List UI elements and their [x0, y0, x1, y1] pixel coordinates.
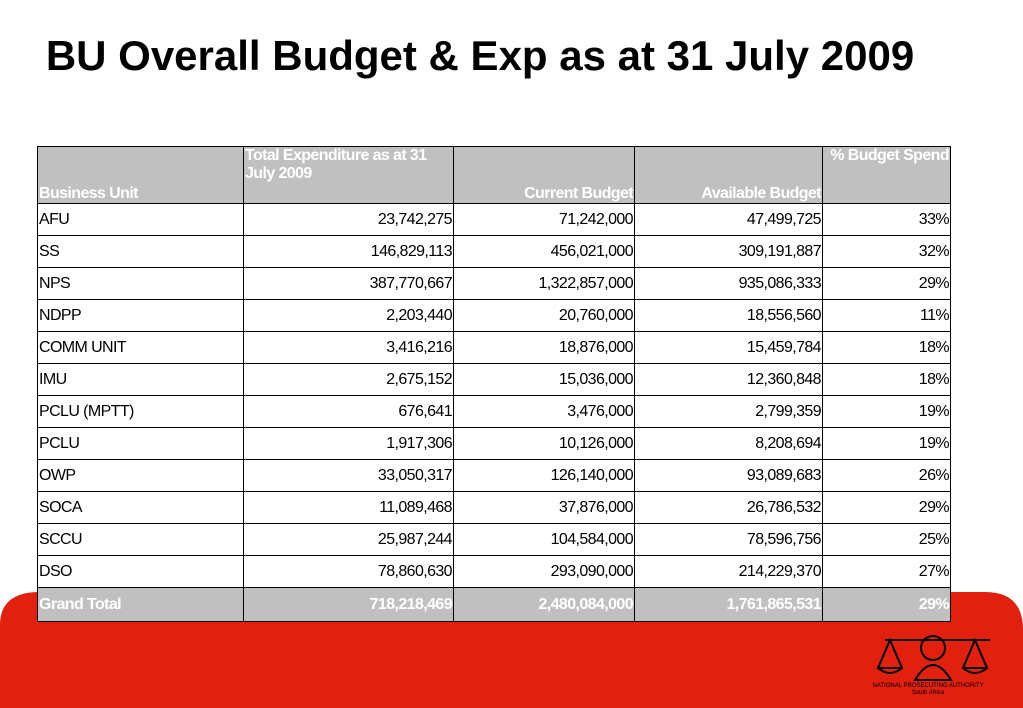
cell: COMM UNIT [37, 331, 244, 364]
cell: 19% [822, 395, 951, 428]
cell: 18,876,000 [453, 331, 635, 364]
cell: 12,360,848 [634, 363, 823, 396]
cell: 2,675,152 [243, 363, 454, 396]
header-cell: Current Budget [453, 146, 635, 204]
cell: 26% [822, 459, 951, 492]
header-row: Business Unit Total Expenditure as at 31 … [37, 146, 951, 204]
cell: NPS [37, 267, 244, 300]
cell: 387,770,667 [243, 267, 454, 300]
data-row: SOCA 11,089,468 37,876,000 26,786,532 29% [37, 491, 951, 524]
header-cell: Available Budget [634, 146, 823, 204]
cell: 32% [822, 235, 951, 268]
cell: 18% [822, 363, 951, 396]
logo-text: NATIONAL PROSECUTING AUTHORITY South Afr… [858, 683, 998, 697]
cell: 2,203,440 [243, 299, 454, 332]
cell: 23,742,275 [243, 203, 454, 236]
cell: SCCU [37, 523, 244, 556]
cell: 1,917,306 [243, 427, 454, 460]
data-row: SCCU 25,987,244 104,584,000 78,596,756 25% [37, 523, 951, 556]
cell: 11,089,468 [243, 491, 454, 524]
cell: SS [37, 235, 244, 268]
cell: 15,036,000 [453, 363, 635, 396]
cell: 25,987,244 [243, 523, 454, 556]
cell: 676,641 [243, 395, 454, 428]
total-cell: 718,218,469 [243, 587, 454, 622]
cell: DSO [37, 555, 244, 588]
cell: 293,090,000 [453, 555, 635, 588]
cell: 78,596,756 [634, 523, 823, 556]
data-row: DSO 78,860,630 293,090,000 214,229,370 27% [37, 555, 951, 588]
cell: NDPP [37, 299, 244, 332]
cell: 1,322,857,000 [453, 267, 635, 300]
total-cell: 2,480,084,000 [453, 587, 635, 622]
header-cell: Business Unit [37, 146, 244, 204]
cell: 11% [822, 299, 951, 332]
data-row: PCLU (MPTT) 676,641 3,476,000 2,799,359 19% [37, 395, 951, 428]
total-cell: 29% [822, 587, 951, 622]
cell: 78,860,630 [243, 555, 454, 588]
cell: 33,050,317 [243, 459, 454, 492]
data-row: IMU 2,675,152 15,036,000 12,360,848 18% [37, 363, 951, 396]
cell: 935,086,333 [634, 267, 823, 300]
total-row: Grand Total 718,218,469 2,480,084,000 1,761… [37, 587, 951, 622]
cell: 3,416,216 [243, 331, 454, 364]
cell: 2,799,359 [634, 395, 823, 428]
budget-table: Business Unit Total Expenditure as at 31 … [37, 146, 951, 622]
data-row: AFU 23,742,275 71,242,000 47,499,725 33% [37, 203, 951, 236]
cell: 26,786,532 [634, 491, 823, 524]
cell: 146,829,113 [243, 235, 454, 268]
cell: AFU [37, 203, 244, 236]
cell: 214,229,370 [634, 555, 823, 588]
data-row: SS 146,829,113 456,021,000 309,191,887 32% [37, 235, 951, 268]
data-row: OWP 33,050,317 126,140,000 93,089,683 26% [37, 459, 951, 492]
cell: 37,876,000 [453, 491, 635, 524]
cell: 10,126,000 [453, 427, 635, 460]
logo-country: South Africa [911, 690, 945, 696]
cell: PCLU [37, 427, 244, 460]
cell: 47,499,725 [634, 203, 823, 236]
cell: 18,556,560 [634, 299, 823, 332]
cell: 29% [822, 267, 951, 300]
logo-name: NATIONAL PROSECUTING AUTHORITY [872, 683, 984, 689]
logo-icon [876, 635, 990, 681]
cell: OWP [37, 459, 244, 492]
cell: 25% [822, 523, 951, 556]
cell: 27% [822, 555, 951, 588]
header-cell: % Budget Spend [822, 146, 951, 204]
cell: 29% [822, 491, 951, 524]
cell: 104,584,000 [453, 523, 635, 556]
cell: 19% [822, 427, 951, 460]
cell: 18% [822, 331, 951, 364]
total-cell: 1,761,865,531 [634, 587, 823, 622]
cell: 15,459,784 [634, 331, 823, 364]
cell: 8,208,694 [634, 427, 823, 460]
cell: SOCA [37, 491, 244, 524]
cell: 71,242,000 [453, 203, 635, 236]
data-row: COMM UNIT 3,416,216 18,876,000 15,459,784 18… [37, 331, 951, 364]
cell: 93,089,683 [634, 459, 823, 492]
header-cell: Total Expenditure as at 31 July 2009 [243, 146, 454, 204]
cell: PCLU (MPTT) [37, 395, 244, 428]
total-cell: Grand Total [37, 587, 244, 622]
data-row: PCLU 1,917,306 10,126,000 8,208,694 19% [37, 427, 951, 460]
cell: 3,476,000 [453, 395, 635, 428]
cell: 20,760,000 [453, 299, 635, 332]
cell: IMU [37, 363, 244, 396]
data-row: NDPP 2,203,440 20,760,000 18,556,560 11% [37, 299, 951, 332]
cell: 33% [822, 203, 951, 236]
cell: 309,191,887 [634, 235, 823, 268]
cell: 126,140,000 [453, 459, 635, 492]
data-row: NPS 387,770,667 1,322,857,000 935,086,333 29… [37, 267, 951, 300]
cell: 456,021,000 [453, 235, 635, 268]
slide-title: BU Overall Budget & Exp as at 31 July 20… [45, 32, 915, 79]
